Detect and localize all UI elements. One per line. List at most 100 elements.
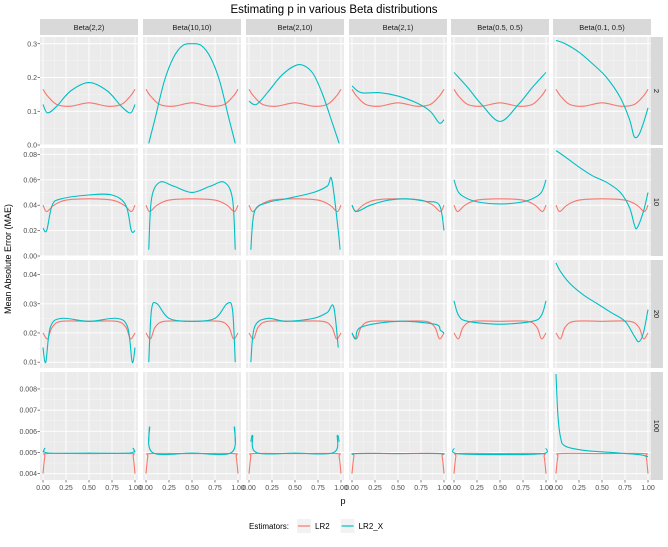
x-tick-label: 0.75 [311,485,325,492]
x-tick-label: 0.50 [82,485,96,492]
facet-panel [40,148,138,257]
row-strip-label: 20 [652,310,661,318]
facet-panel [40,37,138,146]
facet-panel [40,260,138,368]
legend-title: Estimators: [249,522,289,531]
x-tick-label: 1.00 [641,485,655,492]
series-line-lr2 [42,198,136,213]
series-line-lr2-x [148,43,236,144]
row-strip-label: 2 [652,89,661,93]
column-strip-label: Beta(2,2) [74,23,105,32]
y-tick-label: 0.3 [27,41,37,48]
series-line-lr2-x [250,176,341,250]
series-line-lr2 [42,89,136,107]
x-tick-label: 0.25 [572,485,586,492]
facet-panel [40,372,138,480]
facet-panel [553,260,651,368]
y-tick-label: 0.06 [23,177,37,184]
x-tick-label: 0.50 [391,485,405,492]
x-tick-label: 0.25 [59,485,73,492]
legend-entry: LR2_X [340,519,384,533]
series-line-lr2-x [351,85,445,124]
x-tick-label: 0.75 [105,485,119,492]
y-tick-label: 0.1 [27,109,37,116]
series-line-lr2 [453,198,547,213]
series-line-lr2-x [555,262,649,343]
series-line-lr2-x [250,434,340,455]
facet-panel [143,148,241,257]
series-line-lr2-x [248,63,340,144]
facet-panel [349,37,447,146]
y-tick-label: 0.00 [23,254,37,261]
series-line-lr2 [248,89,342,107]
legend-entry: LR2 [297,519,330,533]
facet-panel [451,372,549,480]
column-strip: Beta(2,2) [40,19,138,35]
chart-title: Estimating p in various Beta distributio… [230,4,437,16]
x-tick-label: 1.00 [231,485,245,492]
y-tick-label: 0.2 [27,75,37,82]
facet-panel [349,372,447,480]
series-line-lr2 [453,320,547,340]
series-line-lr2-x [351,452,445,456]
x-tick-label: 0.75 [414,485,428,492]
facet-panel [246,260,344,368]
series-line-lr2-x [555,39,649,139]
column-strip-label: Beta(0.1, 0.5) [579,23,625,32]
facet-panel [451,148,549,257]
facet-panel [553,372,651,480]
y-tick-label: 0.006 [19,429,37,436]
series-line-lr2-x [42,317,136,364]
facet-panel [349,148,447,257]
series-line-lr2-x [555,150,649,230]
series-line-lr2-x [452,447,548,456]
facet-panel [451,37,549,146]
series-line-lr2 [351,89,445,107]
x-tick-label: 0.75 [516,485,530,492]
x-tick-label: 0.25 [470,485,484,492]
series-line-lr2-x [250,304,339,363]
series-line-lr2 [453,89,547,107]
facet-panel [143,372,241,480]
facet-panel [553,148,651,257]
column-strip: Beta(2,10) [246,19,344,35]
x-tick-label: 0.00 [36,485,50,492]
series-line-lr2 [145,89,239,107]
facet-panel [349,260,447,368]
legend-label: LR2 [315,522,330,531]
x-tick-label: 0.75 [618,485,632,492]
column-strip-label: Beta(10,10) [172,23,212,32]
x-tick-label: 0.25 [368,485,382,492]
series-line-lr2-x [555,374,649,458]
x-tick-label: 0.50 [493,485,507,492]
series-line-lr2 [453,452,547,474]
x-tick-label: 0.50 [185,485,199,492]
facet-panel [143,260,241,368]
y-tick-label: 0.007 [19,408,37,415]
y-axis-title: Mean Absolute Error (MAE) [3,204,13,314]
x-tick-label: 0.00 [345,485,359,492]
column-strip: Beta(2,1) [349,19,447,35]
y-tick-label: 0.005 [19,450,37,457]
y-tick-label: 0.02 [23,330,37,337]
series-line-lr2-x [42,193,136,233]
column-strip: Beta(0.5, 0.5) [451,19,549,35]
row-strip-label: 100 [652,420,661,433]
series-line-lr2-x [42,82,136,114]
row-strip: 20 [650,260,663,368]
column-strip-label: Beta(0.5, 0.5) [477,23,523,32]
legend-label: LR2_X [359,522,384,531]
y-tick-label: 0.03 [23,301,37,308]
x-tick-label: 0.50 [288,485,302,492]
y-tick-label: 0.04 [23,203,37,210]
y-tick-label: 0.01 [23,360,37,367]
series-line-lr2 [555,89,649,107]
facet-panel [246,372,344,480]
facet-panel [246,148,344,257]
column-strip: Beta(10,10) [143,19,241,35]
series-line-lr2-x [42,447,136,454]
column-strip: Beta(0.1, 0.5) [553,19,651,35]
facet-panels: Beta(2,2) Beta(10,10) Beta(2,10) Beta(2,1) B… [19,19,663,492]
series-line-lr2-x [148,301,236,363]
